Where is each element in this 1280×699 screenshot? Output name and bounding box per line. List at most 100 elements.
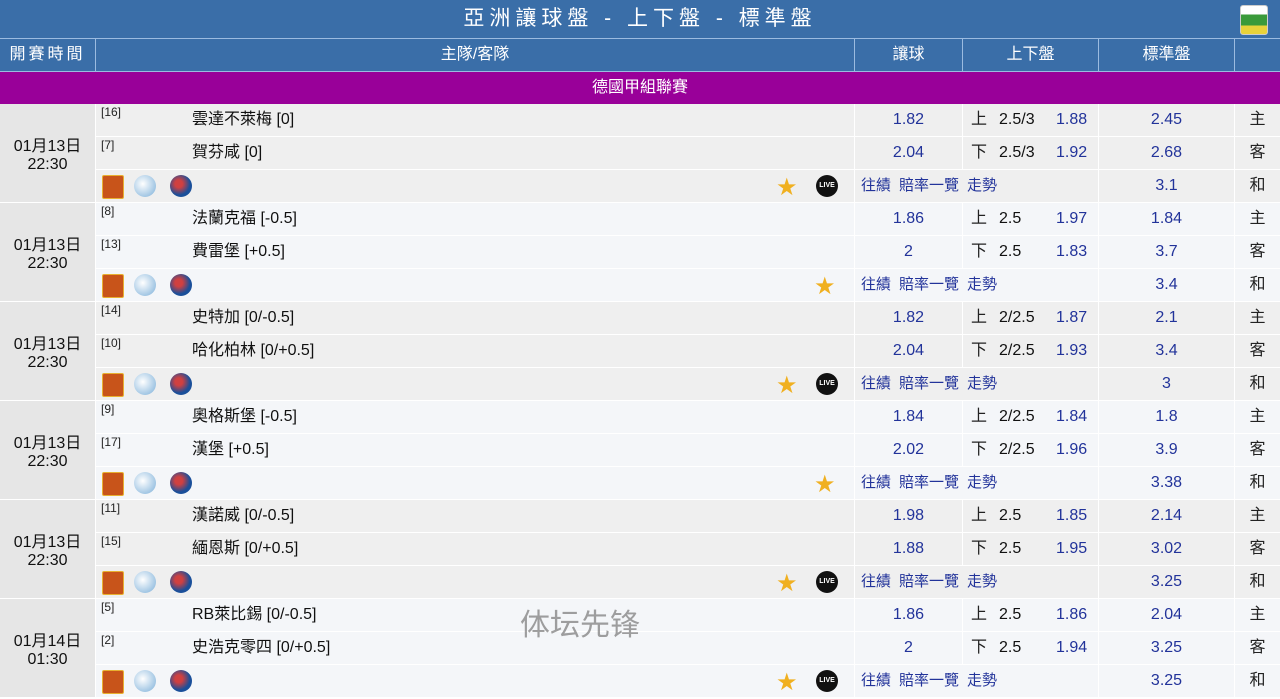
standard-odds[interactable]: 2.04 [1099, 599, 1235, 631]
analysis-icon[interactable] [102, 274, 124, 298]
standard-odds[interactable]: 2.1 [1099, 302, 1235, 334]
soccer-balls-icon[interactable] [134, 175, 156, 197]
link-trend[interactable]: 走勢 [967, 276, 998, 293]
standard-odds[interactable]: 2.68 [1099, 137, 1235, 169]
live-icon[interactable]: LIVE [816, 571, 838, 593]
star-icon[interactable]: ★ [814, 273, 836, 300]
handicap-odds[interactable]: 2.02 [855, 434, 963, 466]
link-odds[interactable]: 賠率一覽 [899, 672, 960, 689]
ball-icon[interactable] [170, 373, 192, 395]
ball-icon[interactable] [170, 571, 192, 593]
draw-odds[interactable]: 3.38 [1099, 467, 1235, 499]
star-icon[interactable]: ★ [814, 471, 836, 498]
team-name[interactable]: 漢堡 [+0.5] [192, 441, 269, 458]
soccer-balls-icon[interactable] [134, 373, 156, 395]
soccer-balls-icon[interactable] [134, 571, 156, 593]
ou-odds[interactable]: 1.83 [1056, 243, 1088, 260]
soccer-balls-icon[interactable] [134, 274, 156, 296]
link-history[interactable]: 往績 [861, 672, 892, 689]
link-history[interactable]: 往績 [861, 276, 892, 293]
link-odds[interactable]: 賠率一覽 [899, 573, 960, 590]
handicap-odds[interactable]: 2 [855, 632, 963, 664]
handicap-odds[interactable]: 2.04 [855, 335, 963, 367]
ou-odds[interactable]: 1.87 [1056, 309, 1088, 326]
link-odds[interactable]: 賠率一覽 [899, 276, 960, 293]
analysis-icon[interactable] [102, 670, 124, 694]
handicap-odds[interactable]: 2 [855, 236, 963, 268]
handicap-odds[interactable]: 1.88 [855, 533, 963, 565]
ball-icon[interactable] [170, 472, 192, 494]
link-history[interactable]: 往績 [861, 177, 892, 194]
ou-odds[interactable]: 1.86 [1056, 606, 1088, 623]
ball-icon[interactable] [170, 274, 192, 296]
link-trend[interactable]: 走勢 [967, 177, 998, 194]
handicap-odds[interactable]: 1.82 [855, 302, 963, 334]
ou-odds[interactable]: 1.96 [1056, 441, 1088, 458]
standard-odds[interactable]: 3.4 [1099, 335, 1235, 367]
standard-odds[interactable]: 3.02 [1099, 533, 1235, 565]
team-name[interactable]: 史特加 [0/-0.5] [192, 309, 295, 326]
standard-odds[interactable]: 2.14 [1099, 500, 1235, 532]
handicap-odds[interactable]: 1.84 [855, 401, 963, 433]
link-odds[interactable]: 賠率一覽 [899, 375, 960, 392]
link-odds[interactable]: 賠率一覽 [899, 474, 960, 491]
draw-odds[interactable]: 3 [1099, 368, 1235, 400]
link-history[interactable]: 往績 [861, 375, 892, 392]
team-name[interactable]: 史浩克零四 [0/+0.5] [192, 639, 331, 656]
ou-odds[interactable]: 1.84 [1056, 408, 1088, 425]
link-history[interactable]: 往績 [861, 573, 892, 590]
handicap-odds[interactable]: 1.86 [855, 203, 963, 235]
ou-odds[interactable]: 1.92 [1056, 144, 1088, 161]
handicap-odds[interactable]: 1.86 [855, 599, 963, 631]
ball-icon[interactable] [170, 175, 192, 197]
standard-odds[interactable]: 1.84 [1099, 203, 1235, 235]
analysis-icon[interactable] [102, 472, 124, 496]
analysis-icon[interactable] [102, 373, 124, 397]
standard-odds[interactable]: 3.25 [1099, 632, 1235, 664]
ou-odds[interactable]: 1.93 [1056, 342, 1088, 359]
team-name[interactable]: RB萊比錫 [0/-0.5] [192, 606, 317, 623]
standard-odds[interactable]: 1.8 [1099, 401, 1235, 433]
ou-odds[interactable]: 1.97 [1056, 210, 1088, 227]
live-icon[interactable]: LIVE [816, 670, 838, 692]
draw-odds[interactable]: 3.4 [1099, 269, 1235, 301]
ou-odds[interactable]: 1.94 [1056, 639, 1088, 656]
team-name[interactable]: 費雷堡 [+0.5] [192, 243, 285, 260]
ball-icon[interactable] [170, 670, 192, 692]
standard-odds[interactable]: 3.9 [1099, 434, 1235, 466]
star-icon[interactable]: ★ [776, 669, 798, 696]
draw-odds[interactable]: 3.1 [1099, 170, 1235, 202]
star-icon[interactable]: ★ [776, 174, 798, 201]
soccer-balls-icon[interactable] [134, 472, 156, 494]
handicap-odds[interactable]: 2.04 [855, 137, 963, 169]
link-history[interactable]: 往績 [861, 474, 892, 491]
team-name[interactable]: 哈化柏林 [0/+0.5] [192, 342, 315, 359]
soccer-balls-icon[interactable] [134, 670, 156, 692]
team-name[interactable]: 法蘭克福 [-0.5] [192, 210, 297, 227]
link-trend[interactable]: 走勢 [967, 474, 998, 491]
draw-odds[interactable]: 3.25 [1099, 665, 1235, 697]
live-icon[interactable]: LIVE [816, 175, 838, 197]
team-name[interactable]: 雲達不萊梅 [0] [192, 111, 295, 128]
standard-odds[interactable]: 2.45 [1099, 104, 1235, 136]
link-trend[interactable]: 走勢 [967, 573, 998, 590]
link-trend[interactable]: 走勢 [967, 375, 998, 392]
team-name[interactable]: 緬恩斯 [0/+0.5] [192, 540, 299, 557]
link-trend[interactable]: 走勢 [967, 672, 998, 689]
standard-odds[interactable]: 3.7 [1099, 236, 1235, 268]
draw-odds[interactable]: 3.25 [1099, 566, 1235, 598]
ou-odds[interactable]: 1.95 [1056, 540, 1088, 557]
ou-odds[interactable]: 1.85 [1056, 507, 1088, 524]
star-icon[interactable]: ★ [776, 372, 798, 399]
handicap-odds[interactable]: 1.82 [855, 104, 963, 136]
analysis-icon[interactable] [102, 571, 124, 595]
ou-odds[interactable]: 1.88 [1056, 111, 1088, 128]
link-odds[interactable]: 賠率一覽 [899, 177, 960, 194]
live-icon[interactable]: LIVE [816, 373, 838, 395]
team-name[interactable]: 奧格斯堡 [-0.5] [192, 408, 297, 425]
star-icon[interactable]: ★ [776, 570, 798, 597]
team-name[interactable]: 漢諾威 [0/-0.5] [192, 507, 295, 524]
analysis-icon[interactable] [102, 175, 124, 199]
team-name[interactable]: 賀芬咸 [0] [192, 144, 263, 161]
handicap-odds[interactable]: 1.98 [855, 500, 963, 532]
